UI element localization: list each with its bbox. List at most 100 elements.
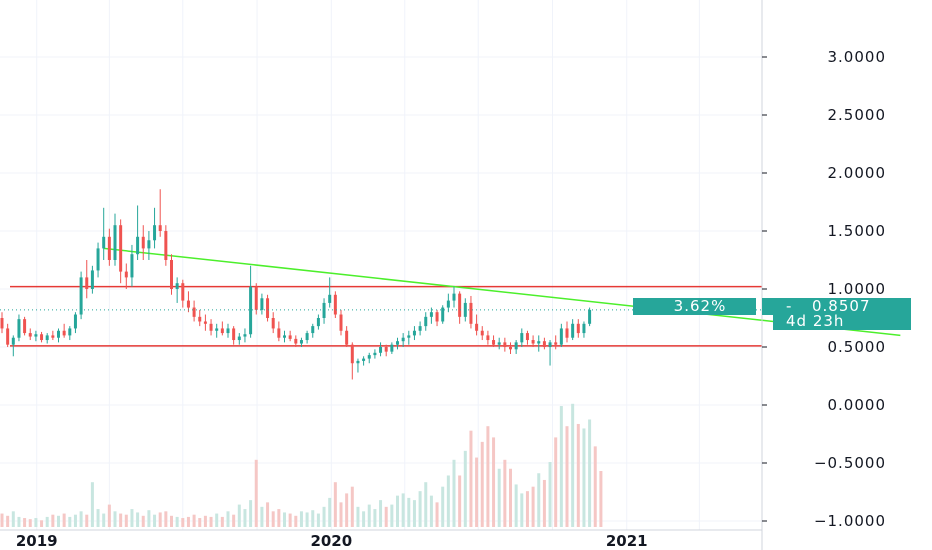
volume-bar	[469, 430, 473, 527]
candle-body	[260, 298, 264, 310]
candle	[548, 340, 552, 366]
volume-bar	[17, 516, 21, 527]
candle-body	[73, 314, 77, 329]
candle-body	[254, 286, 258, 310]
candle	[571, 319, 575, 341]
y-tick-label: −0.5000	[814, 454, 886, 472]
volume-bar	[531, 486, 535, 527]
candle-body	[328, 294, 332, 303]
candle-body	[379, 347, 383, 353]
candle-body	[237, 336, 241, 341]
candle-body	[0, 318, 4, 329]
volume-bar	[328, 497, 332, 527]
candle-body	[102, 236, 106, 249]
volume-bar	[571, 403, 575, 527]
candle-body	[6, 328, 10, 345]
volume-bar	[243, 509, 247, 527]
candle	[90, 265, 94, 294]
volume-bar	[345, 493, 349, 527]
volume-bar	[384, 506, 388, 527]
y-tick-label: 3.0000	[828, 48, 887, 66]
candle	[170, 254, 173, 295]
candle	[141, 225, 145, 260]
candle-body	[407, 335, 411, 338]
candle	[119, 219, 123, 284]
volume-bar	[514, 484, 518, 527]
candle-body	[90, 270, 94, 289]
candle	[79, 271, 83, 320]
volume-bar	[271, 511, 275, 527]
candle	[503, 337, 507, 352]
candle	[446, 293, 450, 313]
candle	[362, 356, 366, 366]
candle-body	[588, 309, 592, 324]
volume-bar	[565, 426, 569, 527]
y-tick-label: 2.0000	[828, 164, 887, 182]
trendline	[103, 247, 901, 337]
candle	[322, 298, 326, 324]
candle-body	[345, 330, 349, 345]
candle	[328, 277, 332, 308]
candle	[582, 321, 586, 338]
candle-body	[571, 323, 575, 338]
candle	[73, 312, 77, 334]
candle	[345, 326, 349, 347]
candle	[492, 335, 496, 347]
volume-bar	[525, 491, 529, 527]
volume-bar	[379, 500, 383, 527]
change-percent-label: 3.62%	[674, 297, 727, 315]
candles	[0, 189, 592, 380]
candle-body	[333, 294, 337, 315]
volume-bar	[158, 512, 162, 527]
candle	[305, 330, 309, 344]
candle-body	[299, 340, 303, 344]
candle	[215, 323, 219, 338]
candle-body	[136, 236, 140, 255]
candle	[554, 335, 558, 350]
candle	[34, 330, 38, 342]
volume-bar	[294, 515, 298, 527]
candle-body	[62, 330, 66, 336]
candle-body	[565, 328, 569, 338]
candle	[175, 277, 179, 303]
candle-body	[243, 334, 247, 337]
candle	[333, 291, 337, 318]
candle-body	[68, 328, 72, 336]
candle-body	[266, 298, 270, 318]
candle-body	[396, 341, 399, 345]
candle	[23, 316, 27, 336]
candle-body	[141, 236, 145, 249]
candle	[509, 342, 512, 354]
volume-bar	[73, 514, 77, 527]
candle	[237, 333, 241, 345]
volume-bar	[232, 514, 236, 527]
candle-body	[412, 330, 416, 336]
candle-body	[542, 341, 546, 347]
candle-body	[96, 248, 100, 271]
candle	[429, 307, 433, 324]
volume-bar	[136, 512, 140, 527]
candle-body	[486, 335, 490, 341]
candle	[384, 344, 388, 357]
candle-body	[215, 328, 219, 331]
candle-body	[390, 344, 394, 352]
candle	[226, 323, 230, 338]
y-tick-label: 0.0000	[828, 396, 887, 414]
y-tick-label: 2.5000	[828, 106, 887, 124]
x-tick-label: 2019	[16, 532, 58, 550]
volume-bar	[542, 479, 546, 527]
volume-bar	[537, 473, 541, 527]
volume-bar	[424, 482, 428, 527]
volume-bar	[62, 513, 66, 527]
candle-body	[492, 340, 496, 345]
volume-bar	[254, 459, 258, 527]
volume-bar	[170, 515, 173, 527]
volume-bar	[141, 515, 145, 527]
candle-body	[429, 312, 433, 317]
candle-body	[51, 335, 55, 338]
volume-bar	[356, 506, 360, 527]
volume-bar	[102, 513, 106, 527]
volume-bar	[486, 426, 490, 527]
candle-body	[119, 225, 123, 272]
volume-bar	[350, 486, 354, 527]
